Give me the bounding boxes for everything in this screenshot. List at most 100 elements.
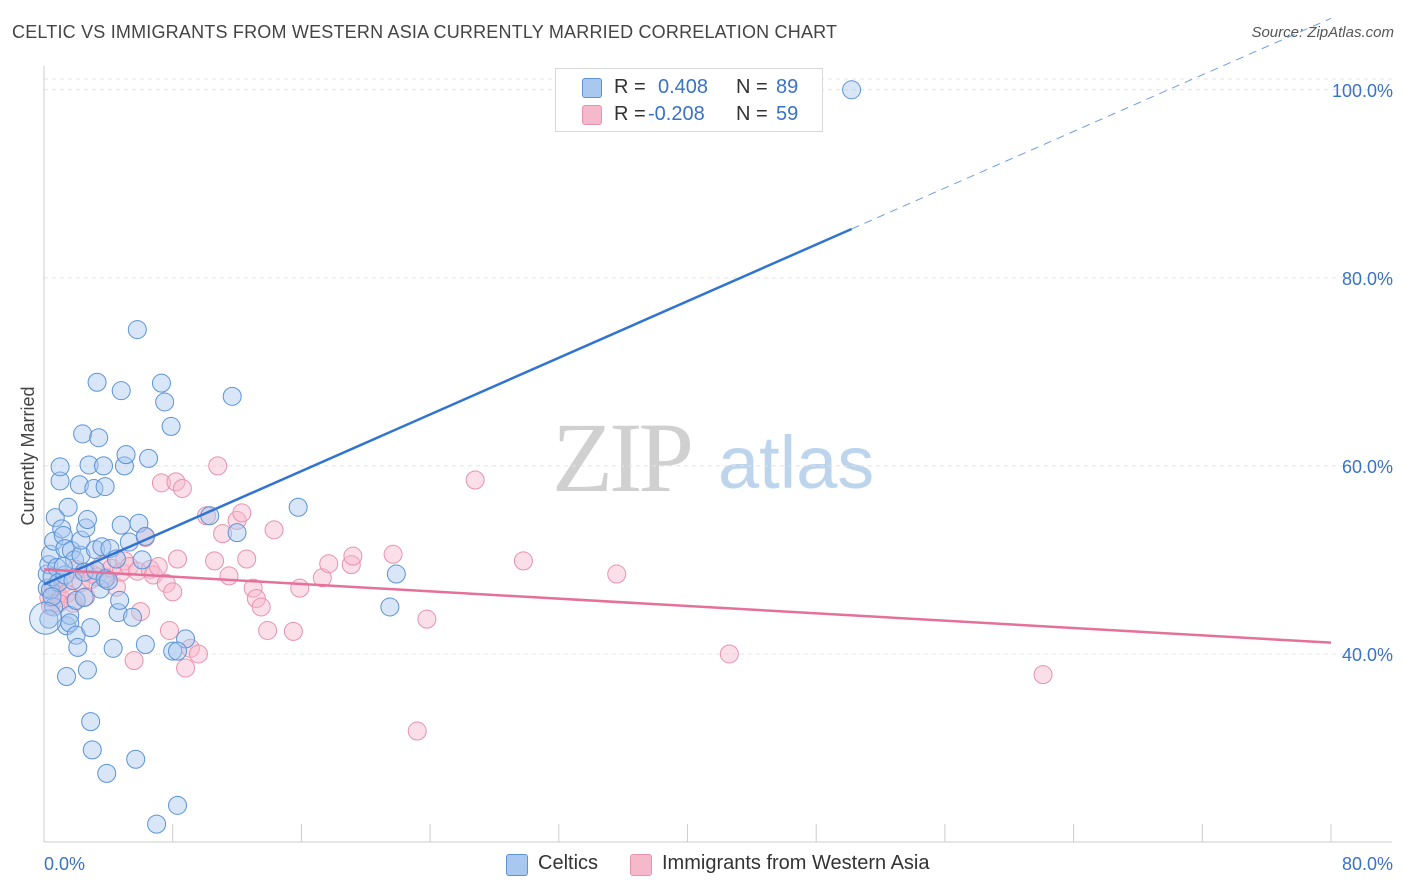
immigrants-point <box>148 557 168 577</box>
watermark-zip: ZIP <box>552 402 694 513</box>
legend-r-label: R = <box>614 103 646 125</box>
immigrants-point <box>208 456 228 476</box>
celtics-point <box>58 497 78 517</box>
celtics-point <box>288 497 308 517</box>
celtics-point <box>69 475 89 495</box>
legend-n-label: N = <box>736 76 768 98</box>
celtics-point <box>147 814 167 834</box>
y-tick-label: 40.0% <box>1342 645 1393 665</box>
immigrants-point <box>719 644 739 664</box>
celtics-point <box>81 712 101 732</box>
celtics-point <box>52 519 72 539</box>
celtics-point <box>116 445 136 465</box>
celtics-point <box>50 471 70 491</box>
source-label: Source: ZipAtlas.com <box>1251 24 1394 41</box>
immigrants-point <box>1033 665 1053 685</box>
celtics-point <box>82 740 102 760</box>
celtics-legend-icon <box>506 854 528 876</box>
immigrants-point <box>465 470 485 490</box>
celtics-point <box>97 763 117 783</box>
celtics-point <box>45 508 65 528</box>
immigrants-point <box>188 644 208 664</box>
y-tick-label: 60.0% <box>1342 457 1393 477</box>
immigrants-point <box>176 658 196 678</box>
celtics-point <box>39 609 59 629</box>
legend-n-value: 89 <box>776 76 799 98</box>
immigrants-swatch-icon <box>582 105 602 125</box>
celtics-point <box>79 455 99 475</box>
immigrants-point <box>343 546 363 566</box>
y-tick-label: 80.0% <box>1342 269 1393 289</box>
celtics-point <box>94 456 114 476</box>
legend-r-value: -0.208 <box>648 103 705 125</box>
immigrants-point <box>124 651 144 671</box>
immigrants-legend-icon <box>630 854 652 876</box>
celtics-point <box>111 515 131 535</box>
celtics-trend-line <box>43 227 853 586</box>
immigrants-point <box>312 568 332 588</box>
immigrants-point <box>219 566 239 586</box>
legend-n-label: N = <box>736 103 768 125</box>
immigrants-point <box>513 551 533 571</box>
celtics-point <box>163 641 183 661</box>
legend-n-value: 59 <box>776 103 799 125</box>
immigrants-point <box>319 554 339 574</box>
immigrants-point <box>151 473 171 493</box>
x-tick-label: 80.0% <box>1342 854 1393 874</box>
immigrants-point <box>258 620 278 640</box>
celtics-point <box>842 80 862 100</box>
immigrants-trend-line <box>43 568 1332 644</box>
immigrants-point <box>607 564 627 584</box>
celtics-point <box>71 530 91 550</box>
chart-title: CELTIC VS IMMIGRANTS FROM WESTERN ASIA C… <box>12 22 838 42</box>
immigrants-point <box>168 549 188 569</box>
celtics-point <box>161 416 181 436</box>
immigrants-point <box>163 582 183 602</box>
immigrants-point <box>407 721 427 741</box>
celtics-point <box>151 373 171 393</box>
legend-row-celtics: R = 0.408 N = 89 <box>556 74 822 100</box>
immigrants-point <box>213 524 233 544</box>
legend-r-value: 0.408 <box>658 76 709 98</box>
celtics-point <box>98 571 118 591</box>
immigrants-point <box>232 503 252 523</box>
immigrants-point <box>159 620 179 640</box>
celtics-point <box>92 537 112 557</box>
immigrants-point <box>264 520 284 540</box>
celtics-point <box>122 607 142 627</box>
celtics-point <box>380 597 400 617</box>
immigrants-point <box>205 551 225 571</box>
celtics-point <box>66 590 86 610</box>
immigrants-point <box>383 544 403 564</box>
legend-row-immigrants: R = -0.208 N = 59 <box>556 101 822 127</box>
celtics-trend-extension <box>851 17 1332 230</box>
x-tick-label: 0.0% <box>44 854 85 874</box>
celtics-point <box>110 590 130 610</box>
celtics-point <box>89 428 109 448</box>
celtics-point <box>127 320 147 340</box>
celtics-point <box>47 557 67 577</box>
immigrants-point <box>290 578 310 598</box>
y-tick-label: 100.0% <box>1332 81 1393 101</box>
celtics-point <box>155 392 175 412</box>
celtics-point <box>132 550 152 570</box>
watermark-atlas: atlas <box>718 421 875 504</box>
celtics-point <box>74 588 94 608</box>
immigrants-point <box>417 609 437 629</box>
celtics-point <box>108 603 128 623</box>
immigrants-point <box>237 549 257 569</box>
celtics-point <box>77 509 97 529</box>
stats-legend: R = 0.408 N = 89 R = -0.208 N = 59 <box>555 68 823 132</box>
celtics-point <box>50 457 70 477</box>
celtics-point <box>57 667 77 687</box>
immigrants-point <box>283 621 303 641</box>
celtics-point <box>386 564 406 584</box>
celtics-point <box>168 641 188 661</box>
celtics-point <box>227 523 247 543</box>
celtics-point <box>77 660 97 680</box>
celtics-legend-label: Celtics <box>538 852 599 874</box>
celtics-point <box>42 587 62 607</box>
immigrants-legend-label: Immigrants from Western Asia <box>662 852 930 874</box>
immigrants-point <box>251 597 271 617</box>
celtics-point <box>68 637 88 657</box>
